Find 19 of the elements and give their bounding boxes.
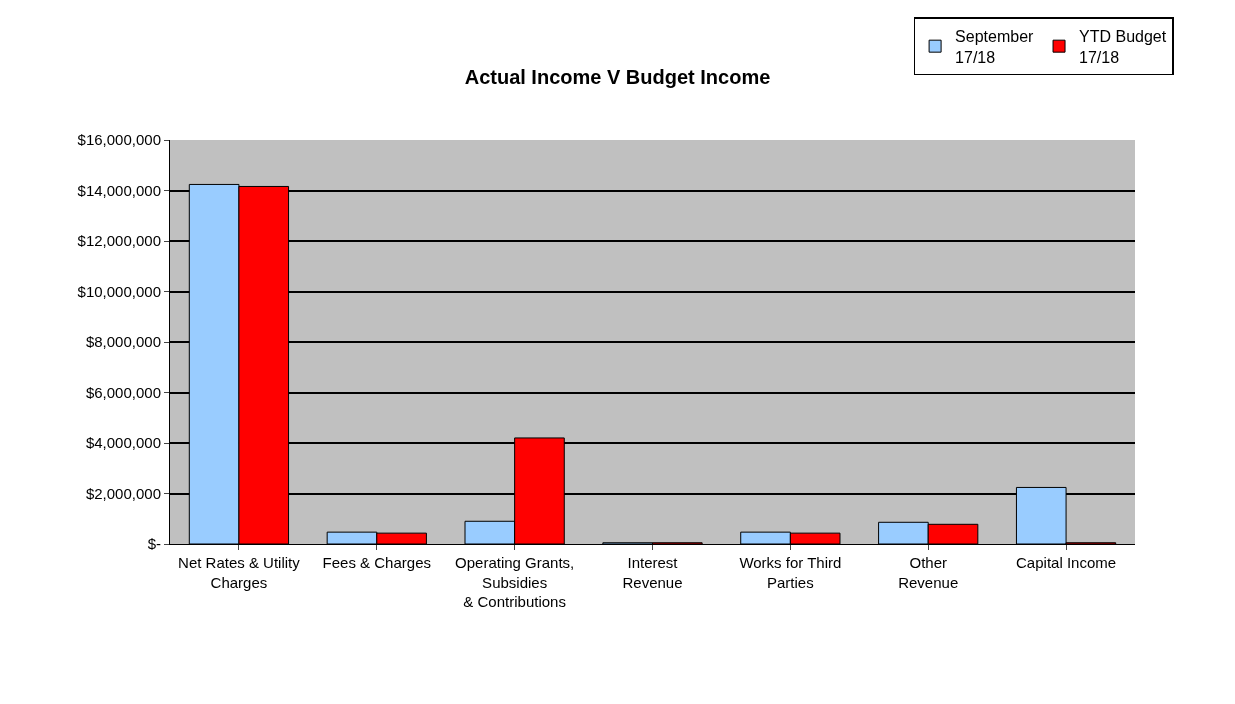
x-tick-label: Interest Revenue [622, 554, 683, 591]
y-tick-label: $- [147, 535, 161, 553]
y-tick-label: $4,000,000 [85, 434, 161, 452]
x-tick-label: Other Revenue [898, 554, 959, 591]
y-tick-label: $16,000,000 [77, 131, 161, 149]
chart-title: Actual Income V Budget Income [464, 66, 771, 89]
y-tick-label: $8,000,000 [85, 333, 161, 351]
x-tick-label: Capital Income [1016, 554, 1117, 571]
y-tick-label: $6,000,000 [85, 383, 161, 401]
legend-label: September 17/18 [955, 28, 1035, 66]
y-tick-label: $14,000,000 [77, 181, 161, 199]
x-tick-label: Operating Grants, Subsidies & Contributions [455, 554, 575, 610]
x-tick-label: Works for Third Parties [739, 554, 842, 591]
y-tick-label: $10,000,000 [77, 282, 161, 300]
x-tick-label: Net Rates & Utility Charges [178, 554, 301, 591]
x-tick-label: Fees & Charges [322, 554, 431, 571]
y-tick-label: $12,000,000 [77, 232, 161, 250]
legend-label: YTD Budget 17/18 [1079, 28, 1167, 66]
y-tick-label: $2,000,000 [85, 484, 161, 502]
